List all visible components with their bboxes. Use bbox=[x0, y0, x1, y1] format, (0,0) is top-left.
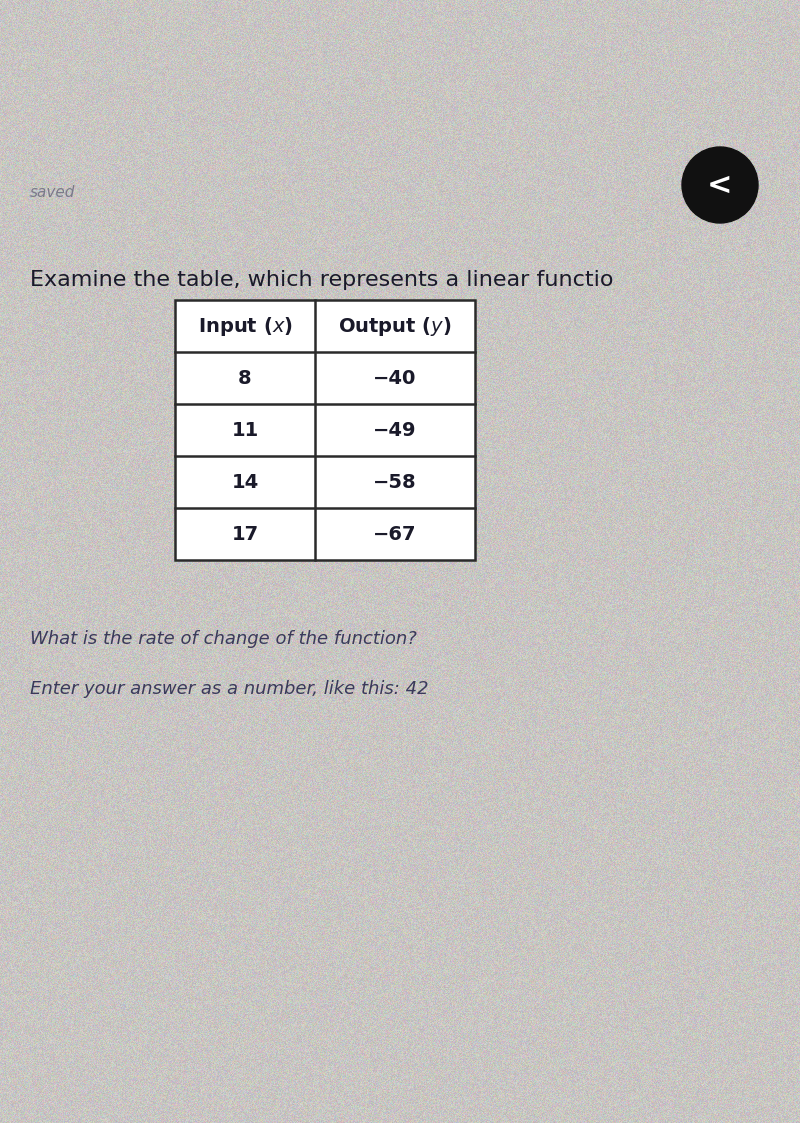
Text: −49: −49 bbox=[374, 420, 417, 439]
Text: 14: 14 bbox=[231, 473, 258, 492]
Text: −40: −40 bbox=[374, 368, 417, 387]
Bar bbox=[175, 300, 475, 560]
Text: 11: 11 bbox=[231, 420, 258, 439]
Text: What is the rate of change of the function?: What is the rate of change of the functi… bbox=[30, 630, 417, 648]
Text: saved: saved bbox=[30, 185, 75, 200]
Text: −58: −58 bbox=[373, 473, 417, 492]
Text: 17: 17 bbox=[231, 524, 258, 544]
Text: Examine the table, which represents a linear functio: Examine the table, which represents a li… bbox=[30, 270, 614, 290]
Text: <: < bbox=[707, 171, 733, 200]
Text: Input ($\mathbf{\mathit{x}}$): Input ($\mathbf{\mathit{x}}$) bbox=[198, 314, 292, 338]
Circle shape bbox=[682, 147, 758, 223]
Text: 8: 8 bbox=[238, 368, 252, 387]
Text: −67: −67 bbox=[374, 524, 417, 544]
Text: Output ($\mathbf{\mathit{y}}$): Output ($\mathbf{\mathit{y}}$) bbox=[338, 314, 452, 338]
Text: Enter your answer as a number, like this: 42: Enter your answer as a number, like this… bbox=[30, 681, 429, 699]
